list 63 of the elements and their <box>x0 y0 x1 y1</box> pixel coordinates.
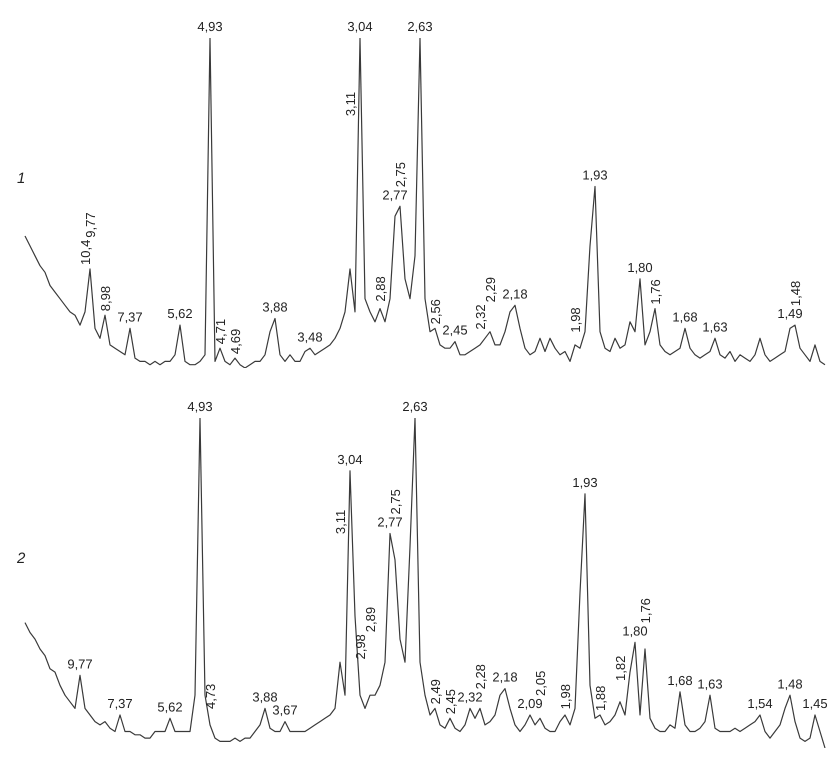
x-tick-label: 1,68 <box>672 309 698 324</box>
x-tick-label: 1,93 <box>582 168 608 183</box>
x-tick-label: 3,04 <box>337 452 363 467</box>
x-tick-label: 3,48 <box>297 329 323 344</box>
x-tick-label: 2,32 <box>457 689 483 704</box>
x-tick-label: 3,11 <box>343 92 358 116</box>
x-tick-label: 3,04 <box>347 19 373 34</box>
x-tick-label: 2,88 <box>373 276 388 302</box>
x-tick-label: 1,63 <box>702 319 728 334</box>
x-tick-label: 2,45 <box>442 322 468 338</box>
x-tick-label: 1,45 <box>802 696 828 712</box>
x-tick-label: 2,28 <box>473 664 488 690</box>
x-tick-label: 2,89 <box>363 606 378 632</box>
x-tick-label: 1,76 <box>648 279 663 305</box>
x-tick-label: 1,80 <box>627 260 653 275</box>
x-tick-label: 4,69 <box>228 328 243 354</box>
x-tick-label: 4,93 <box>187 399 213 414</box>
x-tick-label: 2,49 <box>428 679 443 704</box>
x-tick-label: 3,67 <box>272 702 298 718</box>
x-tick-label: 7,37 <box>117 309 143 324</box>
x-tick-label: 2,56 <box>428 299 443 324</box>
x-tick-label: 1,63 <box>697 676 723 692</box>
x-tick-label: 1,76 <box>638 598 653 624</box>
x-tick-label: 2,45 <box>443 688 458 714</box>
x-tick-label: 5,62 <box>167 306 193 322</box>
x-tick-label: 3,88 <box>262 300 288 315</box>
x-tick-label: 4,71 <box>213 318 228 344</box>
x-tick-label: 2,63 <box>407 19 433 34</box>
x-tick-label: 1,98 <box>558 684 573 710</box>
x-tick-label: 2,18 <box>502 286 528 302</box>
x-tick-label: 4,73 <box>203 684 218 710</box>
x-tick-label: 2,77 <box>382 187 408 202</box>
x-tick-label: 2,18 <box>492 670 518 685</box>
x-tick-label: 1,48 <box>777 676 803 692</box>
x-tick-label: 8,98 <box>98 286 113 312</box>
x-tick-label: 2,63 <box>402 399 428 414</box>
x-tick-label: 9,77 <box>83 212 98 238</box>
x-tick-label: 1,88 <box>593 686 608 711</box>
x-tick-label: 2,29 <box>483 277 498 302</box>
annotation: 2 <box>16 550 26 568</box>
x-tick-label: 1,98 <box>568 307 583 333</box>
x-tick-label: 1,68 <box>667 672 693 688</box>
annotation: 1 <box>17 170 26 188</box>
x-tick-label: 2,09 <box>517 696 543 712</box>
x-tick-label: 2,75 <box>388 489 403 514</box>
x-tick-label: 1,48 <box>788 280 803 306</box>
x-tick-label: 1,93 <box>572 474 598 490</box>
x-tick-label: 2,05 <box>533 670 548 696</box>
x-tick-label: 3,88 <box>252 689 278 704</box>
x-tick-label: 1,54 <box>747 696 773 712</box>
x-tick-label: 2,98 <box>353 634 368 660</box>
x-tick-label: 2,32 <box>473 304 488 330</box>
x-tick-label: 1,80 <box>622 623 648 638</box>
x-tick-label: 1,49 <box>777 306 803 322</box>
x-tick-label: 3,11 <box>333 510 348 534</box>
x-tick-label: 9,77 <box>67 656 93 672</box>
x-tick-label: 1,82 <box>613 656 628 681</box>
x-tick-label: 2,77 <box>377 514 403 530</box>
x-tick-label: 5,62 <box>157 699 183 714</box>
x-tick-label: 2,75 <box>393 162 408 188</box>
x-tick-label: 10,4 <box>78 240 93 265</box>
x-tick-label: 4,93 <box>197 19 223 34</box>
x-tick-label: 7,37 <box>107 696 133 712</box>
